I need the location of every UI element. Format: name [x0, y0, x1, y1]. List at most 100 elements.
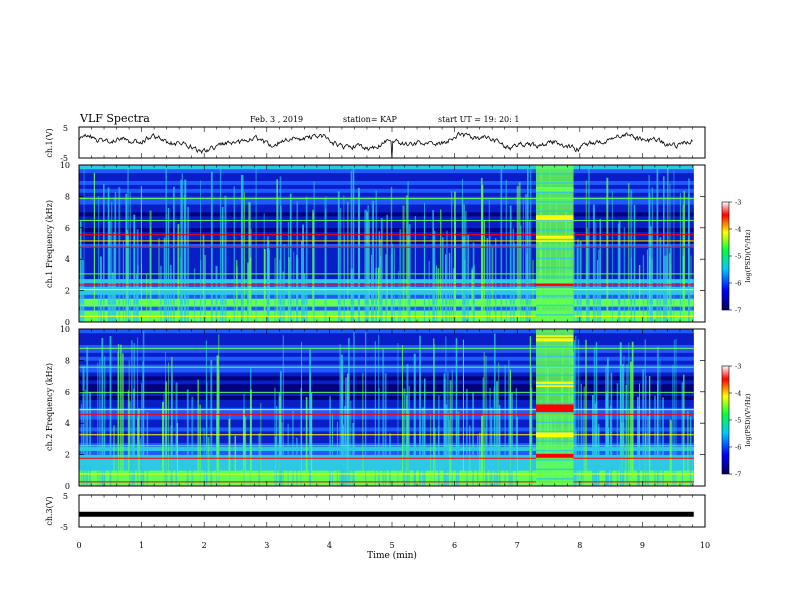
- sferic-streak: [210, 359, 213, 486]
- sferic-streak: [486, 238, 489, 322]
- sferic-streak: [79, 221, 82, 322]
- spectrogram-band: [79, 332, 694, 338]
- sferic-streak: [104, 356, 106, 486]
- colorbar-tick-label: -3: [735, 199, 741, 207]
- sferic-streak: [529, 220, 530, 322]
- sferic-streak: [243, 393, 245, 486]
- event-band-line: [535, 276, 574, 278]
- sferic-streak: [403, 388, 406, 486]
- sferic-streak: [137, 436, 139, 486]
- narrowband-line: [79, 413, 694, 415]
- sferic-streak: [480, 177, 483, 322]
- x-tick-label: 7: [515, 541, 520, 550]
- sferic-streak: [656, 167, 659, 322]
- ch2-colorbar-label: log(PSD)(V²/Hz): [744, 393, 752, 446]
- ch3-waveform-ylabel: ch.3(V): [45, 496, 54, 525]
- sferic-streak: [114, 191, 117, 322]
- narrowband-line: [79, 391, 694, 393]
- spectrogram-band: [79, 329, 694, 334]
- sferic-streak: [662, 397, 664, 486]
- sferic-streak: [648, 376, 651, 486]
- sferic-streak: [408, 224, 411, 322]
- sferic-streak: [180, 179, 183, 322]
- sferic-streak: [107, 187, 110, 322]
- spectrogram-band: [79, 219, 694, 225]
- sferic-streak: [434, 344, 436, 486]
- sferic-streak: [235, 260, 238, 322]
- sferic-streak: [451, 369, 453, 486]
- sferic-streak: [625, 384, 627, 486]
- sferic-streak: [241, 174, 244, 322]
- sferic-streak: [193, 268, 196, 322]
- sferic-streak: [101, 337, 104, 486]
- sferic-streak: [215, 265, 218, 322]
- sferic-streak: [103, 429, 105, 486]
- sferic-streak: [579, 241, 582, 322]
- event-band-line: [535, 402, 574, 405]
- sferic-streak: [346, 373, 349, 486]
- sferic-streak: [654, 395, 656, 486]
- sferic-streak: [623, 355, 625, 486]
- sferic-streak: [170, 264, 172, 322]
- sferic-streak: [618, 220, 621, 322]
- sferic-streak: [149, 210, 152, 322]
- sferic-streak: [621, 364, 624, 486]
- sferic-streak: [372, 200, 374, 322]
- sferic-streak: [365, 210, 368, 322]
- sferic-streak: [495, 238, 497, 322]
- sferic-streak: [177, 224, 180, 322]
- event-band-line: [535, 336, 574, 339]
- sferic-streak: [122, 353, 124, 486]
- narrowband-line: [79, 473, 694, 475]
- sferic-streak: [352, 165, 355, 322]
- event-band-line: [535, 219, 574, 222]
- sferic-streak: [446, 230, 448, 322]
- sferic-streak: [472, 392, 474, 486]
- sferic-streak: [386, 214, 388, 322]
- sferic-streak: [352, 423, 355, 486]
- event-band-line: [535, 215, 574, 222]
- event-band-line: [535, 229, 574, 231]
- sferic-streak: [127, 390, 129, 486]
- sferic-streak: [659, 359, 661, 486]
- sferic-streak: [97, 362, 99, 486]
- sferic-streak: [146, 412, 149, 486]
- y-tick-label: 4: [65, 255, 70, 264]
- sferic-streak: [490, 407, 493, 486]
- sferic-streak: [281, 422, 283, 486]
- sferic-streak: [111, 201, 113, 322]
- y-tick-label: 2: [65, 287, 70, 296]
- sferic-streak: [627, 411, 630, 486]
- narrowband-line: [79, 409, 694, 411]
- sferic-streak: [375, 190, 378, 322]
- sferic-streak: [380, 218, 383, 322]
- ch1-colorbar-label: log(PSD)(V²/Hz): [744, 229, 752, 282]
- event-band-line: [535, 346, 574, 348]
- sferic-streak: [644, 339, 647, 486]
- sferic-streak: [408, 386, 410, 486]
- sferic-streak: [586, 235, 589, 322]
- sferic-streak: [120, 344, 122, 486]
- sferic-streak: [406, 364, 409, 486]
- sferic-streak: [407, 181, 409, 322]
- sferic-streak: [279, 371, 282, 486]
- spectrogram-band: [79, 336, 694, 342]
- sferic-streak: [582, 414, 584, 486]
- narrowband-line: [79, 284, 694, 286]
- sferic-streak: [385, 254, 387, 322]
- sferic-streak: [670, 420, 672, 486]
- sferic-streak: [419, 335, 421, 486]
- sferic-streak: [672, 364, 674, 486]
- sferic-streak: [131, 340, 133, 486]
- colorbar-tick-label: -6: [735, 280, 741, 288]
- sferic-streak: [448, 252, 451, 322]
- sferic-streak: [513, 242, 515, 322]
- ch1-spectrogram-image: [79, 165, 694, 323]
- x-tick-label: 1: [139, 541, 144, 550]
- ch3-ytick-top: 5: [63, 492, 68, 501]
- sferic-streak: [529, 336, 532, 486]
- sferic-streak: [128, 360, 130, 486]
- sferic-streak: [433, 338, 435, 486]
- start-time-label: start UT = 19: 20: 1: [438, 115, 519, 124]
